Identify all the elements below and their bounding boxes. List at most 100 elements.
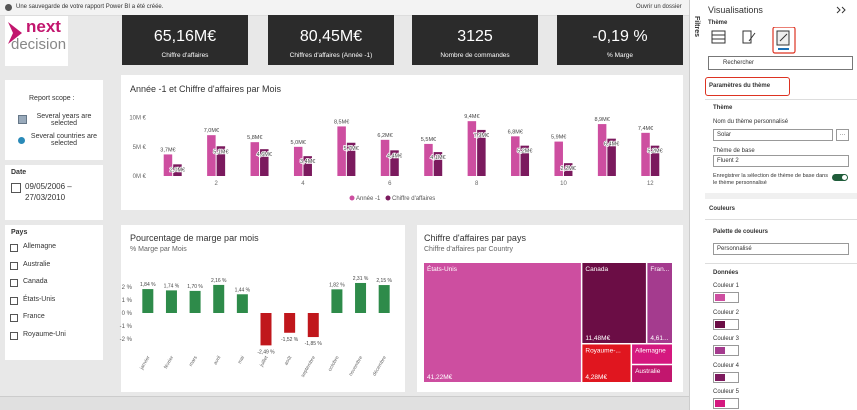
checkbox[interactable] bbox=[10, 261, 18, 270]
data-label: 9,4M€ bbox=[464, 114, 479, 120]
x-tick-label: février bbox=[163, 355, 175, 370]
data-label: 1,70 % bbox=[187, 284, 203, 290]
search-placeholder: Rechercher bbox=[723, 60, 755, 66]
kpi-value: 65,16M€ bbox=[153, 28, 217, 45]
report-scope-item: Several years are selected bbox=[36, 113, 92, 127]
color-picker[interactable] bbox=[713, 318, 739, 330]
data-label: 2,16 % bbox=[211, 278, 227, 284]
date-range[interactable]: 09/05/2006 – 27/03/2010 bbox=[25, 182, 72, 202]
theme-settings-header[interactable]: Paramètres du thème bbox=[709, 83, 771, 89]
color-swatch bbox=[715, 294, 725, 301]
country-option[interactable]: Australie bbox=[10, 260, 100, 272]
group-header[interactable]: Palette de couleurs bbox=[713, 229, 769, 235]
x-tick-label: 2 bbox=[214, 181, 218, 187]
data-label: 6,8M€ bbox=[508, 129, 523, 135]
color-swatch bbox=[715, 400, 725, 407]
bar bbox=[207, 135, 216, 176]
bar bbox=[303, 156, 312, 176]
logo-mark bbox=[8, 22, 22, 44]
bar bbox=[250, 142, 260, 176]
pane-title: Visualisations bbox=[708, 5, 763, 15]
tile-label: Royaume-... bbox=[585, 347, 621, 354]
data-label: 7,9M€ bbox=[474, 133, 489, 139]
treemap-tile bbox=[582, 263, 646, 343]
field-label: Thème de base bbox=[713, 148, 755, 154]
data-label: 5,2M€ bbox=[517, 149, 532, 155]
country-slicer: Pays Allemagne Australie Canada États-Unis F… bbox=[5, 225, 103, 360]
country-option[interactable]: États-Unis bbox=[10, 295, 100, 307]
text-input[interactable]: Solar bbox=[713, 129, 833, 141]
checkbox[interactable] bbox=[10, 296, 18, 305]
divider bbox=[705, 263, 857, 264]
bar bbox=[260, 149, 269, 176]
logo-line2: decision bbox=[11, 36, 67, 53]
checkbox[interactable] bbox=[10, 314, 18, 322]
tile-label: Australie bbox=[635, 368, 661, 375]
x-tick-label: avril bbox=[213, 355, 223, 366]
dropdown[interactable]: Personnalisé bbox=[713, 243, 849, 255]
y-tick-label: -2 % bbox=[120, 337, 133, 343]
collapse-icon[interactable] bbox=[835, 6, 851, 14]
date-slicer: Date 09/05/2006 – 27/03/2010 bbox=[5, 165, 103, 220]
open-folder-link[interactable]: Ouvrir un dossier bbox=[636, 4, 682, 10]
data-label: -2,49 % bbox=[257, 349, 275, 355]
build-icon[interactable] bbox=[711, 30, 726, 44]
y-tick-label: 2 % bbox=[122, 285, 133, 291]
report-scope-item: Several countries are selected bbox=[30, 133, 98, 147]
bar bbox=[467, 121, 477, 176]
y-tick-label: 10M € bbox=[129, 116, 146, 122]
data-label: 1,82 % bbox=[329, 282, 345, 288]
filters-pane-collapsed[interactable]: Filtres bbox=[689, 0, 706, 410]
x-tick-label: 8 bbox=[475, 181, 479, 187]
color-picker[interactable] bbox=[713, 371, 739, 383]
kpi-card: 80,45M€ Chiffres d'affaires (Année -1) bbox=[268, 15, 394, 65]
color-picker[interactable] bbox=[713, 345, 739, 356]
checkbox[interactable] bbox=[10, 279, 18, 287]
filters-label: Filtres bbox=[693, 16, 700, 38]
bar bbox=[142, 289, 154, 313]
treemap-tile bbox=[647, 263, 672, 343]
group-header[interactable]: Données bbox=[713, 270, 739, 276]
analytics-icon[interactable] bbox=[776, 30, 790, 50]
tile-value: 11,48M€ bbox=[585, 335, 610, 342]
dropdown-value: Personnalisé bbox=[717, 246, 752, 252]
color-picker[interactable] bbox=[713, 292, 739, 303]
tile-label: Allemagne bbox=[635, 347, 666, 354]
color-label: Couleur 5 bbox=[713, 389, 740, 395]
checkbox[interactable] bbox=[10, 331, 18, 340]
bar bbox=[511, 136, 520, 176]
country-option[interactable]: Royaume-Uni bbox=[10, 330, 100, 342]
country-option[interactable]: Allemagne bbox=[10, 242, 100, 254]
country-option[interactable]: France bbox=[10, 312, 100, 324]
legend-label: Chiffre d'affaires bbox=[392, 196, 435, 202]
color-picker[interactable] bbox=[713, 398, 739, 409]
data-label: 5,2M€ bbox=[647, 149, 662, 155]
country-name: États-Unis bbox=[23, 295, 56, 303]
data-label: 7,4M€ bbox=[638, 126, 653, 132]
x-tick-label: 10 bbox=[560, 181, 567, 187]
chart-title: Année -1 et Chiffre d'affaires par Mois bbox=[130, 84, 281, 94]
field-label: Nom du thème personnalisé bbox=[713, 119, 789, 125]
y-tick-label: -1 % bbox=[120, 324, 133, 330]
dropdown[interactable]: Fluent 2 bbox=[713, 155, 849, 167]
toggle-switch[interactable] bbox=[832, 174, 848, 181]
data-label: 8,9M€ bbox=[594, 117, 609, 123]
group-header[interactable]: Couleurs bbox=[709, 206, 736, 212]
color-swatch bbox=[715, 320, 725, 328]
tile-label: Canada bbox=[585, 266, 608, 273]
bar bbox=[213, 284, 225, 313]
data-label: 5,7M€ bbox=[343, 146, 358, 152]
bar bbox=[293, 146, 303, 176]
country-option[interactable]: Canada bbox=[10, 277, 100, 289]
more-button[interactable]: ··· bbox=[836, 129, 849, 141]
format-icon[interactable] bbox=[742, 30, 756, 44]
group-header[interactable]: Thème bbox=[713, 105, 733, 111]
search-box[interactable]: Rechercher bbox=[708, 56, 853, 70]
calendar-icon[interactable] bbox=[11, 183, 21, 193]
tile-value: 4,61... bbox=[650, 335, 668, 342]
checkbox[interactable] bbox=[10, 244, 18, 252]
x-tick-label: mai bbox=[237, 355, 246, 365]
data-label: 5,1M€ bbox=[213, 149, 228, 155]
kpi-label: Chiffres d'affaires (Année -1) bbox=[289, 52, 373, 59]
